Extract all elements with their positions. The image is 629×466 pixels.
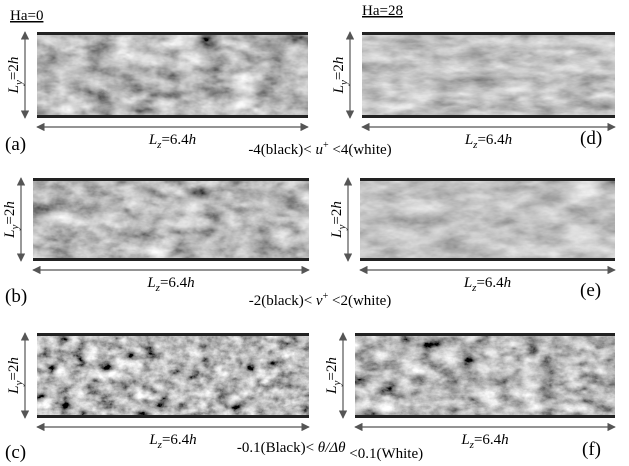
length-label: Lz=6.4h <box>464 132 512 151</box>
flow-field <box>362 32 615 118</box>
wall <box>37 333 309 336</box>
flow-field <box>360 178 615 261</box>
wall <box>360 178 615 181</box>
length-label: Ly=2h <box>6 357 25 395</box>
length-label: Ly=2h <box>2 201 21 239</box>
header-right: Ha=28 <box>362 3 403 19</box>
length-label: Ly=2h <box>331 57 350 95</box>
length-label: Ly=2h <box>324 357 343 395</box>
wall <box>362 32 615 35</box>
length-label: Lz=6.4h <box>148 132 196 151</box>
flow-field <box>37 32 308 118</box>
wall <box>362 115 615 118</box>
wall <box>33 178 309 181</box>
wall <box>360 258 615 261</box>
length-label: Lz=6.4h <box>463 275 511 294</box>
panel-label: (b) <box>5 286 27 307</box>
length-label: Lz=6.4h <box>460 432 508 451</box>
caption: -0.1(Black)< θ/Δθ <0.1(White) <box>237 440 423 462</box>
panel-label: (f) <box>582 439 601 460</box>
figure: Ha=0 Ha=28 Ly=2h Lz=6.4h (a) Ly=2h Lz=6.4h (d… <box>0 0 629 466</box>
flow-field <box>33 178 309 261</box>
wall <box>37 415 309 418</box>
caption: -2(black)< v+ <2(white) <box>249 291 392 309</box>
panel-label: (a) <box>5 134 26 155</box>
flow-field <box>355 333 615 418</box>
panel-label: (e) <box>580 280 601 301</box>
caption: -4(black)< u+ <4(white) <box>248 140 391 158</box>
length-label: Lz=6.4h <box>146 275 194 294</box>
length-label: Ly=2h <box>6 57 25 95</box>
wall <box>33 258 309 261</box>
panel-label: (d) <box>580 128 602 149</box>
wall <box>37 32 308 35</box>
wall <box>355 415 615 418</box>
length-label: Lz=6.4h <box>148 432 196 451</box>
wall <box>37 115 308 118</box>
flow-field <box>37 333 309 418</box>
header-left: Ha=0 <box>10 8 43 24</box>
length-label: Ly=2h <box>329 201 348 239</box>
panel-label: (c) <box>5 442 26 463</box>
wall <box>355 333 615 336</box>
